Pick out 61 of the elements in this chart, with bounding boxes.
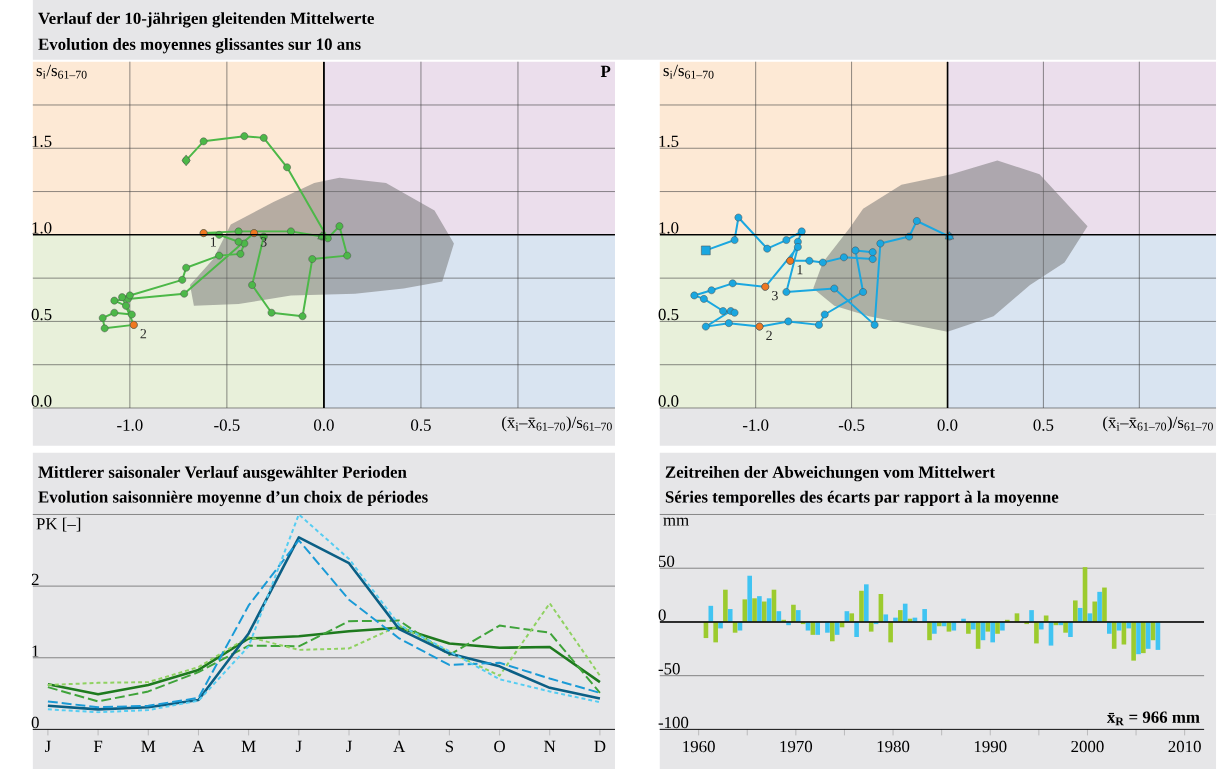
y-tick-label: 2 [31,573,39,585]
x-tick-label: -0.5 [214,419,240,431]
y-tick-label: -50 [658,663,680,675]
x-tick-label: 1990 [974,740,1007,753]
x-tick-label: J [44,740,51,752]
x-tick-label: D [594,740,606,752]
annotation: 2 [766,330,772,340]
y-tick-label: -100 [658,716,689,729]
y-tick-label: 1.5 [32,135,52,147]
annotation: 3 [260,237,267,247]
x-tick-label: 0.5 [411,419,431,431]
y-axis-title: mm [663,517,689,526]
y-axis-title: PK [–] [36,517,81,532]
y-tick-label: 1.0 [32,222,52,234]
x-tick-label: A [393,740,406,752]
x-tick-label: -0.5 [838,419,865,431]
chart-subtitle: Evolution saisonnière moyenne d’un choix de périodes [38,490,428,507]
y-tick-label: 0.5 [658,308,679,321]
x-tick-label: 2010 [1168,740,1201,753]
annotation: x̄$_{R}$ = 966 mm [1106,711,1200,726]
x-tick-label: A [192,740,205,752]
chart-subtitle: Séries temporelles des écarts par rapport à la moyenne [665,490,1059,507]
y-tick-label: 1.0 [659,222,679,234]
x-tick-label: 0.5 [1033,419,1054,431]
y-axis-title: s$_{i}$/s$_{61–70}$ [36,64,87,79]
annotation: P [600,65,611,77]
x-tick-label: 2000 [1071,740,1104,753]
y-tick-label: 1.5 [659,135,679,147]
y-tick-label: 0.5 [31,308,52,321]
x-tick-label: M [141,740,156,752]
y-tick-label: 0.0 [658,395,679,407]
y-axis-title: s$_{i}$/s$_{61–70}$ [663,64,714,79]
chart-title: Zeitreihen der Abweichungen vom Mittelwert [665,465,996,482]
y-tick-label: 1 [32,645,39,657]
x-tick-label: -1.0 [742,419,769,431]
y-tick-label: 50 [658,555,675,567]
annotation: 3 [772,290,778,301]
annotation: 1 [797,264,803,275]
x-tick-label: 0.0 [314,419,334,431]
x-tick-label: -1.0 [117,419,143,431]
x-tick-label: M [241,740,256,752]
chart-title: Mittlerer saisonaler Verlauf ausgewählter Perioden [38,465,407,482]
x-tick-label: N [544,740,556,752]
x-tick-label: O [494,740,505,753]
annotation: 2 [140,328,147,339]
chart-subtitle: Evolution des moyennes glissantes sur 10 ans [38,37,361,54]
x-tick-label: S [445,740,454,753]
x-tick-label: 1970 [780,740,813,753]
x-tick-label: 0.0 [937,419,958,431]
x-tick-label: F [93,740,103,752]
annotation: 1 [210,237,216,247]
x-tick-label: J [346,740,352,752]
x-tick-label: 1980 [877,740,910,753]
x-tick-label: J [295,740,302,752]
y-tick-label: 0 [31,716,39,729]
chart-title: Verlauf der 10-jährigen gleitenden Mittelwerte [38,11,374,28]
x-axis-title: (x̄$_{i}$–x̄$_{61–70}$)/s$_{61–70}$ [502,416,612,432]
x-tick-label: 1960 [683,740,715,753]
y-tick-label: 0.0 [31,395,52,407]
x-axis-title: (x̄$_{i}$–x̄$_{61–70}$)/s$_{61–70}$ [1103,416,1213,432]
y-tick-label: 0 [658,609,666,621]
